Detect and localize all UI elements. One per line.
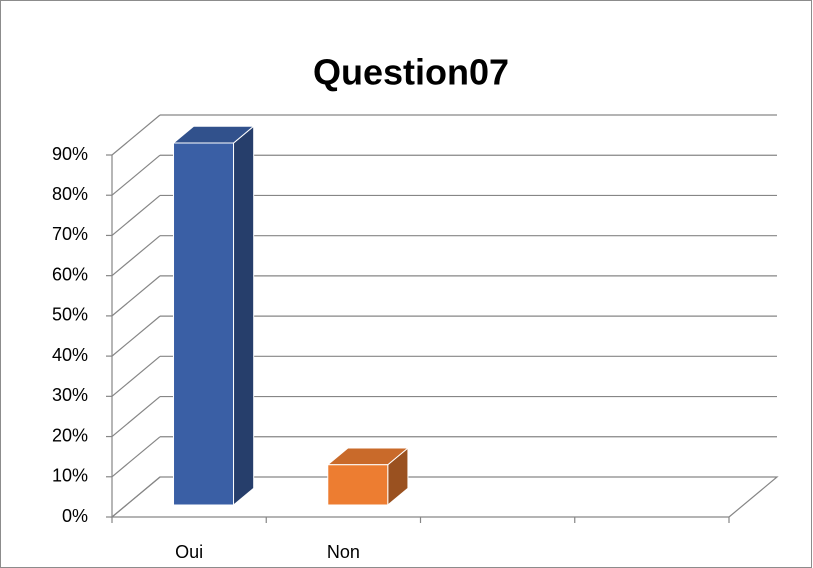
grid-line-side [111,355,161,397]
y-tick-label: 80% [52,184,88,204]
bar [327,464,389,506]
y-tick-label: 70% [52,224,88,244]
grid-line-side [111,315,161,357]
y-tick-label: 10% [52,466,88,486]
y-tick-label: 90% [52,144,88,164]
grid-line-side [111,154,161,196]
grid-line-side [111,436,161,478]
bar [173,142,235,506]
grid-line-side [111,194,161,236]
y-tick-label: 30% [52,385,88,405]
y-tick-label: 60% [52,264,88,284]
y-tick-label: 0% [62,506,88,526]
bar-side [233,125,255,507]
x-tick-label: Non [327,542,360,562]
chart-title: Question07 [313,52,509,93]
grid-line-side [111,275,161,317]
x-tick-label: Oui [175,542,203,562]
grid-line-side [111,235,161,277]
y-tick-label: 50% [52,305,88,325]
grid-line-side [111,396,161,438]
y-tick-label: 20% [52,425,88,445]
y-tick-label: 40% [52,345,88,365]
grid-line-side [111,114,161,156]
grid-line-side [111,476,161,518]
